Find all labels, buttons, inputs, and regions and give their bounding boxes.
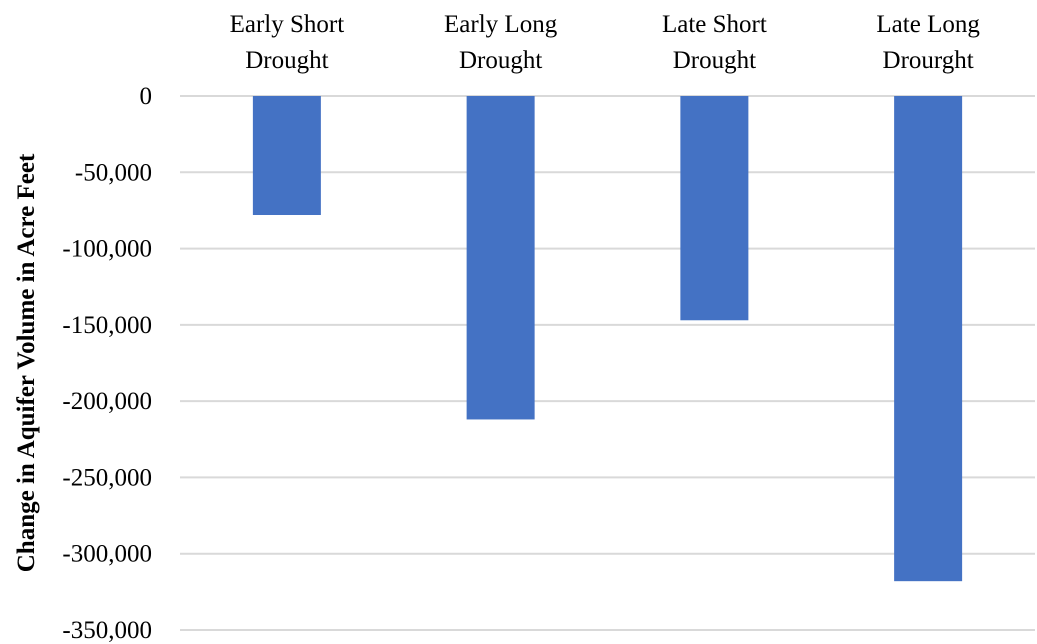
y-axis-ticks: 0 -50,000 -100,000 -150,000 -200,000 -250,000… — [62, 83, 152, 644]
y-tick-label: -50,000 — [75, 159, 152, 186]
x-category-label: Early Long Drought — [444, 11, 558, 74]
x-category-label: Late Short Drought — [662, 11, 767, 74]
bars — [252, 96, 963, 582]
y-tick-label: -100,000 — [62, 236, 152, 263]
gridlines — [180, 95, 1035, 631]
y-tick-label: -300,000 — [62, 541, 152, 568]
x-category-label: Early Short Drought — [230, 11, 345, 74]
x-category-label: Late Long Drourght — [876, 11, 980, 74]
y-tick-label: -150,000 — [62, 312, 152, 339]
y-tick-label: 0 — [140, 83, 153, 110]
y-tick-label: -200,000 — [62, 388, 152, 415]
y-tick-label: -350,000 — [62, 617, 152, 644]
y-axis-label: Change in Aquifer Volume in Acre Feet — [13, 153, 40, 572]
x-axis-categories: Early Short Drought Early Long Drought Late … — [230, 11, 981, 74]
y-tick-label: -250,000 — [62, 464, 152, 491]
bar — [466, 96, 535, 420]
bar — [252, 96, 321, 216]
bar — [894, 96, 963, 582]
bar — [680, 96, 749, 321]
